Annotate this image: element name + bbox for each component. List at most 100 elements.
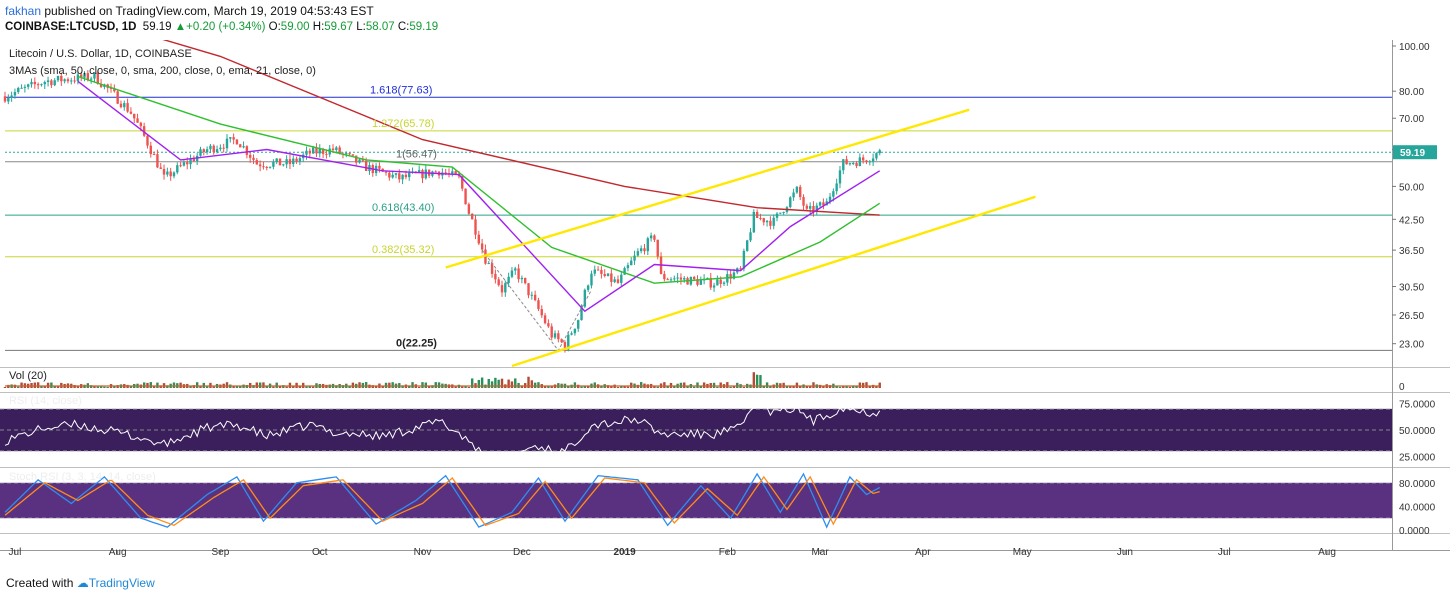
volume-bar	[288, 382, 292, 388]
volume-bar	[537, 382, 540, 388]
volume-bar	[99, 386, 103, 388]
volume-bar	[3, 386, 7, 388]
author-link[interactable]: fakhan	[5, 4, 42, 18]
price-change: +0.20 (+0.34%)	[186, 21, 266, 33]
candle	[755, 211, 759, 218]
candle	[63, 79, 66, 82]
candle	[23, 86, 27, 88]
volume-bar	[364, 382, 368, 388]
candle	[603, 273, 606, 276]
volume-bar	[166, 385, 169, 388]
candle	[858, 157, 862, 167]
candle	[537, 300, 540, 310]
volume-bar	[258, 382, 262, 388]
candle	[616, 279, 620, 283]
candle	[325, 153, 328, 155]
candle	[805, 205, 809, 209]
time-tick-label: May	[1013, 547, 1032, 558]
volume-bar	[795, 382, 799, 388]
fib-level-label: 1.272(65.78)	[372, 118, 434, 130]
candle	[775, 213, 779, 218]
volume-bar	[285, 386, 288, 388]
rsi-tick-label: 25.0000	[1399, 452, 1436, 463]
candle	[36, 84, 40, 86]
candle	[633, 255, 636, 261]
candle	[268, 166, 272, 168]
candle	[709, 277, 712, 288]
candle	[838, 170, 842, 184]
candle	[613, 279, 616, 282]
rsi-tick-label: 75.0000	[1399, 400, 1436, 411]
candle	[480, 243, 484, 250]
candle	[557, 333, 560, 340]
candle	[358, 159, 361, 163]
candle	[818, 202, 822, 206]
volume-bar	[835, 386, 838, 388]
volume-bar	[639, 382, 643, 388]
volume-bar	[437, 382, 441, 388]
volume-bar	[76, 386, 80, 388]
volume-bar	[212, 386, 215, 388]
candle	[550, 326, 553, 338]
volume-bar	[384, 382, 388, 388]
candle	[855, 162, 858, 167]
candle	[586, 285, 590, 290]
volume-bar	[56, 386, 60, 388]
candle	[769, 220, 772, 226]
price-tick-label: 50.00	[1399, 182, 1424, 193]
candle	[520, 277, 524, 280]
candle	[772, 217, 775, 226]
candle	[66, 79, 70, 82]
candle	[152, 154, 156, 156]
volume-bar	[152, 385, 156, 388]
volume-bar	[719, 382, 722, 388]
volume-bar	[351, 382, 355, 388]
volume-bar	[702, 382, 706, 388]
candle	[653, 235, 656, 240]
rsi-pane-title: RSI (14, close)	[9, 395, 82, 407]
volume-bar	[729, 386, 732, 388]
candle	[828, 196, 832, 202]
volume-bar	[298, 385, 302, 388]
candle	[719, 279, 722, 284]
volume-bar	[50, 382, 53, 388]
candle	[17, 88, 20, 93]
ma-legend-label: 3MAs (sma, 50, close, 0, sma, 200, close…	[9, 65, 316, 77]
candle	[116, 91, 119, 104]
candle	[142, 126, 146, 136]
candle	[321, 149, 325, 154]
candle	[398, 173, 401, 180]
volume-bar	[262, 382, 265, 388]
candle	[871, 158, 875, 162]
volume-bar	[666, 385, 669, 388]
candle	[461, 176, 464, 189]
candle	[563, 342, 567, 350]
candle	[53, 80, 56, 86]
candle	[679, 277, 683, 280]
volume-bar	[726, 382, 729, 388]
volume-bar	[335, 385, 338, 388]
candle	[683, 278, 686, 280]
candle	[676, 277, 679, 279]
candle	[530, 294, 534, 296]
main-pane-title: Litecoin / U.S. Dollar, 1D, COINBASE	[9, 48, 192, 60]
low-value: 58.07	[365, 21, 395, 33]
volume-bar	[305, 386, 308, 388]
volume-bar	[769, 386, 772, 388]
candle	[696, 279, 699, 285]
candle	[815, 205, 818, 212]
candle	[861, 157, 865, 161]
candle	[401, 174, 404, 180]
candle	[663, 273, 666, 280]
candle	[215, 149, 219, 153]
volume-bar	[96, 386, 99, 388]
candle	[673, 278, 676, 280]
tradingview-link[interactable]: TradingView	[88, 576, 155, 590]
candle	[527, 283, 530, 296]
candle	[394, 173, 398, 175]
volume-bar	[205, 386, 209, 388]
candle	[212, 145, 215, 153]
price-chart[interactable]: 1.618(77.63) 1.272(65.78) 1(56.47) 0.618(43…	[0, 40, 1450, 570]
candle	[692, 276, 696, 280]
candle	[417, 170, 421, 174]
